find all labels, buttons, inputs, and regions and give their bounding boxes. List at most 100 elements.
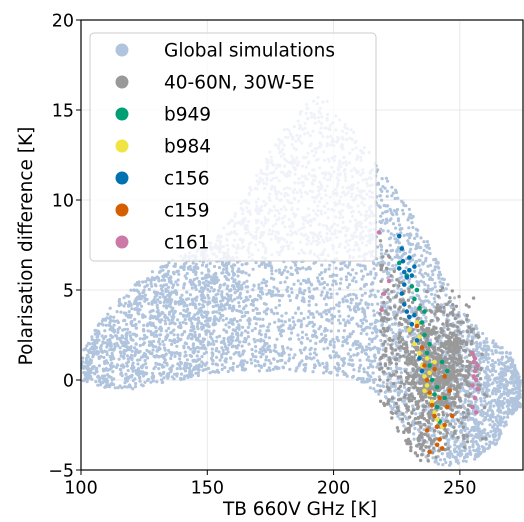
- global-simulation-point: [212, 317, 216, 321]
- global-simulation-point: [333, 279, 337, 283]
- global-simulation-point: [476, 354, 480, 358]
- global-simulation-point: [212, 296, 216, 300]
- global-simulation-point: [317, 361, 321, 365]
- global-simulation-point: [486, 352, 490, 357]
- global-simulation-point: [163, 353, 167, 357]
- global-simulation-point: [294, 369, 298, 373]
- global-simulation-point: [409, 371, 413, 375]
- global-simulation-point: [182, 366, 186, 371]
- global-simulation-point: [490, 391, 495, 395]
- global-simulation-point: [261, 292, 265, 296]
- global-simulation-point: [146, 322, 150, 326]
- global-simulation-point: [374, 273, 378, 277]
- global-simulation-point: [484, 366, 488, 371]
- global-simulation-point: [120, 335, 124, 339]
- global-simulation-point: [117, 304, 121, 308]
- global-simulation-point: [85, 344, 89, 348]
- global-simulation-point: [444, 460, 448, 465]
- global-simulation-point: [277, 319, 281, 323]
- global-simulation-point: [254, 345, 258, 349]
- global-simulation-point: [493, 360, 497, 365]
- global-simulation-point: [134, 368, 138, 373]
- global-simulation-point: [247, 273, 251, 277]
- global-simulation-point: [491, 368, 495, 373]
- global-simulation-point: [466, 418, 470, 422]
- global-simulation-point: [225, 267, 229, 272]
- global-simulation-point: [393, 196, 397, 201]
- global-simulation-point: [261, 317, 265, 321]
- global-simulation-point: [101, 323, 105, 327]
- global-simulation-point: [394, 342, 398, 346]
- global-simulation-point: [486, 360, 490, 364]
- global-simulation-point: [316, 276, 320, 280]
- global-simulation-point: [200, 263, 205, 267]
- global-simulation-point: [217, 288, 221, 293]
- global-simulation-point: [257, 283, 261, 287]
- global-simulation-point: [375, 263, 379, 267]
- global-simulation-point: [276, 289, 281, 293]
- global-simulation-point: [483, 399, 487, 403]
- global-simulation-point: [202, 323, 206, 327]
- global-simulation-point: [452, 296, 457, 300]
- global-simulation-point: [209, 281, 213, 285]
- global-simulation-point: [133, 350, 138, 354]
- global-simulation-point: [125, 385, 130, 389]
- global-simulation-point: [99, 347, 103, 351]
- global-simulation-point: [87, 376, 92, 380]
- global-simulation-point: [357, 366, 362, 370]
- global-simulation-point: [164, 335, 168, 339]
- global-simulation-point: [183, 282, 187, 286]
- global-simulation-point: [411, 419, 416, 423]
- global-simulation-point: [278, 359, 282, 363]
- global-simulation-point: [165, 316, 169, 320]
- global-simulation-point: [506, 394, 510, 398]
- global-simulation-point: [217, 350, 221, 354]
- global-simulation-point: [361, 321, 365, 325]
- global-simulation-point: [396, 291, 400, 295]
- global-simulation-point: [256, 360, 260, 364]
- global-simulation-point: [304, 280, 308, 285]
- global-simulation-point: [287, 326, 291, 330]
- global-simulation-point: [363, 351, 368, 356]
- global-simulation-point: [462, 312, 466, 316]
- global-simulation-point: [324, 302, 328, 307]
- global-simulation-point: [176, 339, 180, 343]
- global-simulation-point: [502, 383, 506, 387]
- global-simulation-point: [291, 326, 295, 330]
- global-simulation-point: [204, 283, 208, 287]
- global-simulation-point: [336, 354, 340, 358]
- global-simulation-point: [149, 330, 153, 334]
- global-simulation-point: [313, 347, 317, 351]
- global-simulation-point: [491, 362, 495, 366]
- global-simulation-point: [220, 262, 225, 266]
- global-simulation-point: [308, 348, 312, 352]
- global-simulation-point: [323, 270, 327, 274]
- global-simulation-point: [381, 211, 385, 215]
- global-simulation-point: [476, 450, 480, 454]
- global-simulation-point: [93, 332, 97, 336]
- global-simulation-point: [231, 368, 235, 372]
- global-simulation-point: [280, 353, 284, 358]
- global-simulation-point: [218, 334, 222, 338]
- global-simulation-point: [343, 264, 348, 268]
- global-simulation-point: [277, 326, 281, 330]
- global-simulation-point: [331, 283, 335, 287]
- global-simulation-point: [432, 305, 436, 309]
- global-simulation-point: [215, 368, 219, 372]
- global-simulation-point: [434, 258, 438, 262]
- global-simulation-point: [97, 332, 101, 336]
- global-simulation-point: [105, 350, 109, 354]
- global-simulation-point: [174, 280, 178, 284]
- global-simulation-point: [114, 334, 118, 338]
- global-simulation-point: [470, 411, 475, 415]
- global-simulation-point: [109, 375, 113, 379]
- global-simulation-point: [318, 339, 322, 344]
- global-simulation-point: [289, 266, 293, 270]
- global-simulation-point: [207, 366, 211, 370]
- global-simulation-point: [352, 276, 356, 280]
- global-simulation-point: [417, 280, 421, 285]
- global-simulation-point: [185, 304, 189, 308]
- global-simulation-point: [381, 384, 385, 388]
- global-simulation-point: [237, 267, 241, 271]
- global-simulation-point: [313, 351, 317, 355]
